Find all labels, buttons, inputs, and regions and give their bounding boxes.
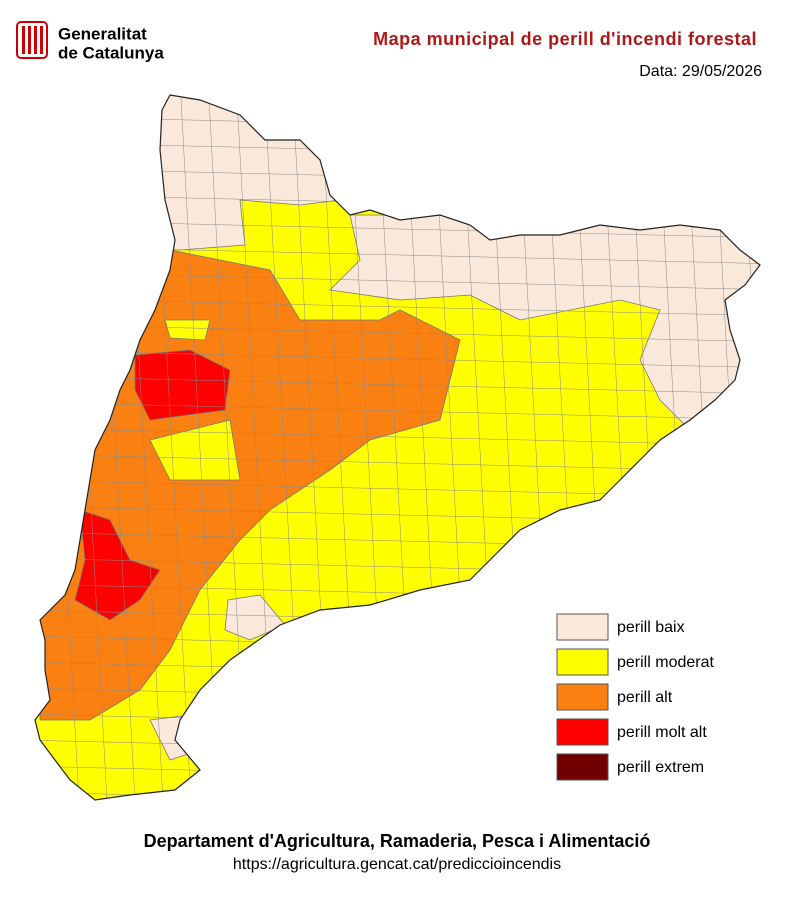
legend-label: perill extrem (617, 759, 704, 776)
municipal-border (35, 167, 760, 187)
legend-swatch (556, 718, 609, 746)
map-title: Mapa municipal de perill d'incendi fores… (373, 29, 757, 49)
footer-url: https://agricultura.gencat.cat/prediccio… (233, 856, 561, 873)
municipal-border (35, 193, 760, 213)
municipal-border (35, 375, 760, 395)
municipal-border (739, 95, 760, 800)
legend-label: perill baix (617, 619, 685, 636)
municipal-border (35, 141, 760, 161)
footer-department: Departament d'Agricultura, Ramaderia, Pe… (144, 831, 651, 851)
municipal-border (35, 95, 760, 109)
legend: perill baix perill moderat perill alt peril… (556, 613, 714, 781)
municipal-border (35, 349, 760, 369)
municipal-border (655, 95, 697, 800)
municipal-border (711, 95, 753, 800)
legend-swatch (556, 683, 609, 711)
legend-label: perill molt alt (617, 724, 707, 741)
municipal-border (35, 115, 760, 135)
legend-label: perill moderat (617, 654, 714, 671)
risk-zone (164, 319, 211, 341)
municipal-border (768, 80, 794, 820)
legend-swatch (556, 613, 609, 641)
municipal-border (35, 427, 760, 447)
logo-text: de Catalunya (58, 43, 164, 62)
legend-swatch (556, 648, 609, 676)
region-outline (34, 94, 761, 801)
map-date: Data: 29/05/2026 (639, 63, 762, 80)
risk-zone (134, 349, 231, 421)
municipal-border (35, 401, 760, 421)
risk-zone (149, 419, 241, 481)
risk-zone (74, 509, 161, 621)
legend-swatch (556, 753, 609, 781)
risk-zone (224, 594, 286, 641)
logo (16, 21, 48, 59)
municipal-border (683, 95, 725, 800)
logo-text: Generalitat (58, 24, 147, 43)
legend-label: perill alt (617, 689, 673, 706)
